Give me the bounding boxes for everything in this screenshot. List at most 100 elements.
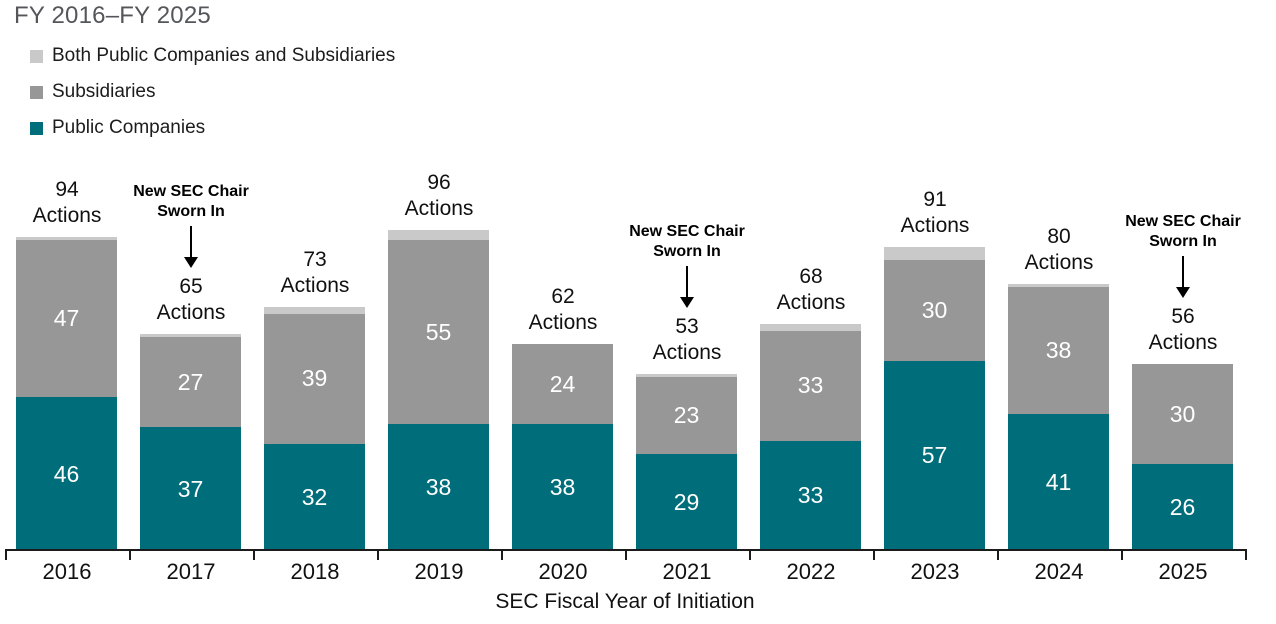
segment-value-label: 39 xyxy=(301,365,328,392)
bar-group-2023: 30 57 91 Actions xyxy=(873,0,997,551)
arrow-down-icon xyxy=(1176,286,1190,298)
segment-value-label: 23 xyxy=(673,402,700,429)
segment-value-label: 27 xyxy=(177,368,204,395)
bar-group-2020: 24 38 62 Actions xyxy=(501,0,625,551)
total-suffix: Actions xyxy=(156,300,226,324)
total-suffix: Actions xyxy=(404,197,474,221)
legend-item: Both Public Companies and Subsidiaries xyxy=(30,45,395,67)
down-arrow-shaft xyxy=(1182,255,1184,287)
segment-value-label: 30 xyxy=(921,297,948,324)
axis-tick xyxy=(625,551,627,560)
segment-value-label: 24 xyxy=(549,370,576,397)
total-value: 68 xyxy=(799,264,823,288)
bar-segment-2025-subsidiaries: 30 xyxy=(1132,363,1233,465)
axis-tick xyxy=(997,551,999,560)
total-label: 96 Actions xyxy=(377,170,501,222)
bar-segment-2019-public-companies: 38 xyxy=(388,424,489,551)
axis-tick xyxy=(129,551,131,560)
x-tick-label-2023: 2023 xyxy=(910,559,960,584)
segment-value-label: 57 xyxy=(921,442,948,469)
x-tick-label-2022: 2022 xyxy=(786,559,836,584)
bar-segment-2016-subsidiaries: 47 xyxy=(16,240,117,398)
annotation-text-line: Sworn In xyxy=(157,202,225,220)
axis-tick xyxy=(501,551,503,560)
x-axis-title: SEC Fiscal Year of Initiation xyxy=(495,590,755,613)
bar-segment-2022-public-companies: 33 xyxy=(760,440,861,551)
segment-value-label: 38 xyxy=(549,474,576,501)
total-suffix: Actions xyxy=(528,310,598,334)
annotation-text-line: Sworn In xyxy=(1149,232,1217,250)
bar-segment-2024-both-public-companies-and-subsidiaries xyxy=(1008,283,1109,288)
axis-tick xyxy=(377,551,379,560)
total-label: 80 Actions xyxy=(997,224,1121,276)
annotation-new-sec-chair: New SEC Chair Sworn In xyxy=(607,222,767,308)
legend-item: Public Companies xyxy=(30,117,395,139)
total-suffix: Actions xyxy=(652,340,722,364)
bar-segment-2017-both-public-companies-and-subsidiaries xyxy=(140,333,241,338)
bar-2019: 55 38 xyxy=(388,230,489,551)
bar-segment-2023-public-companies: 57 xyxy=(884,360,985,551)
bar-2021: 23 29 xyxy=(636,373,737,551)
total-label: 53 Actions xyxy=(625,314,749,366)
total-label: 62 Actions xyxy=(501,284,625,336)
axis-tick xyxy=(5,551,7,560)
x-tick-label-2025: 2025 xyxy=(1158,559,1208,584)
arrow-down-icon xyxy=(184,256,198,268)
bar-group-2024: 38 41 80 Actions xyxy=(997,0,1121,551)
bar-2018: 39 32 xyxy=(264,307,365,551)
bar-2020: 24 38 xyxy=(512,343,613,551)
bar-segment-2019-subsidiaries: 55 xyxy=(388,240,489,425)
segment-value-label: 32 xyxy=(301,484,328,511)
x-tick-label-2018: 2018 xyxy=(290,559,340,584)
segment-value-label: 33 xyxy=(797,372,824,399)
x-tick-label-2019: 2019 xyxy=(414,559,464,584)
x-tick-label-2016: 2016 xyxy=(42,559,92,584)
segment-value-label: 37 xyxy=(177,475,204,502)
x-axis-line xyxy=(5,549,1247,551)
total-value: 56 xyxy=(1171,304,1195,328)
axis-tick xyxy=(873,551,875,560)
bar-segment-2016-public-companies: 46 xyxy=(16,397,117,551)
segment-value-label: 38 xyxy=(1045,337,1072,364)
annotation-text-line: New SEC Chair xyxy=(133,182,249,200)
bar-2025: 30 26 xyxy=(1132,363,1233,551)
legend-swatch-icon xyxy=(30,85,43,99)
bar-group-2016: 47 46 94 Actions xyxy=(5,0,129,551)
bar-2023: 30 57 xyxy=(884,247,985,551)
x-tick-label-2017: 2017 xyxy=(166,559,216,584)
bar-segment-2018-both-public-companies-and-subsidiaries xyxy=(264,307,365,314)
annotation-text: New SEC Chair Sworn In xyxy=(1125,212,1241,252)
total-suffix: Actions xyxy=(280,274,350,298)
legend-item: Subsidiaries xyxy=(30,81,395,103)
bar-group-2021: 23 29 53 Actions New SEC Chair Sworn In xyxy=(625,0,749,551)
bar-segment-2017-public-companies: 37 xyxy=(140,427,241,551)
legend-swatch-icon xyxy=(30,121,43,135)
bar-segment-2023-both-public-companies-and-subsidiaries xyxy=(884,247,985,261)
bar-segment-2020-public-companies: 38 xyxy=(512,424,613,551)
bar-segment-2022-subsidiaries: 33 xyxy=(760,330,861,441)
axis-tick xyxy=(1121,551,1123,560)
down-arrow-shaft xyxy=(190,225,192,257)
total-value: 62 xyxy=(551,284,575,308)
bar-segment-2018-subsidiaries: 39 xyxy=(264,313,365,445)
segment-value-label: 30 xyxy=(1169,400,1196,427)
total-value: 65 xyxy=(179,274,203,298)
total-label: 68 Actions xyxy=(749,264,873,316)
legend: Both Public Companies and Subsidiaries Su… xyxy=(30,45,395,153)
total-label: 73 Actions xyxy=(253,247,377,299)
down-arrow-shaft xyxy=(686,265,688,297)
bar-2022: 33 33 xyxy=(760,323,861,551)
legend-label: Public Companies xyxy=(52,117,206,138)
total-value: 96 xyxy=(427,171,451,195)
bar-group-2019: 55 38 96 Actions xyxy=(377,0,501,551)
bar-2024: 38 41 xyxy=(1008,283,1109,551)
bar-segment-2017-subsidiaries: 27 xyxy=(140,337,241,428)
segment-value-label: 55 xyxy=(425,318,452,345)
bar-segment-2022-both-public-companies-and-subsidiaries xyxy=(760,323,861,331)
arrow-down-icon xyxy=(680,296,694,308)
total-suffix: Actions xyxy=(1024,250,1094,274)
bar-2016: 47 46 xyxy=(16,237,117,551)
total-label: 56 Actions xyxy=(1121,304,1245,356)
total-suffix: Actions xyxy=(900,214,970,238)
